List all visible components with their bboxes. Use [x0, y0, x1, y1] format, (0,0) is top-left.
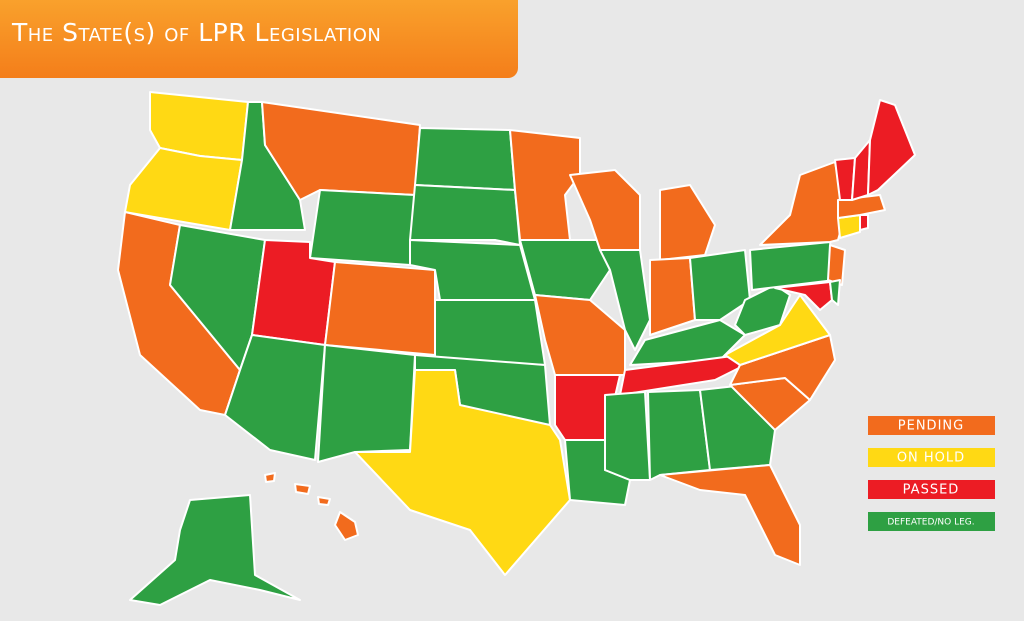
state — [724, 294, 831, 366]
map-title: The State(s) of LPR Legislation — [12, 18, 382, 47]
state — [409, 184, 521, 246]
state — [324, 261, 436, 356]
state — [649, 257, 696, 336]
state — [629, 319, 746, 366]
state — [859, 214, 869, 231]
state — [689, 249, 751, 321]
state — [334, 511, 359, 541]
legend: PENDING ON HOLD PASSED DEFEATED/NO LEG. — [868, 416, 995, 531]
state — [317, 496, 331, 506]
state — [619, 354, 746, 396]
state — [659, 464, 801, 566]
legend-label: DEFEATED/NO LEG. — [887, 518, 974, 528]
state — [509, 129, 581, 241]
state — [317, 344, 416, 463]
legend-swatch — [868, 512, 995, 531]
legend-label: PASSED — [903, 483, 960, 498]
state — [827, 244, 846, 286]
legend-label: PENDING — [898, 419, 964, 434]
legend-swatch — [868, 448, 995, 467]
state — [659, 184, 716, 261]
state — [294, 483, 311, 495]
state — [129, 494, 301, 606]
state — [604, 391, 651, 481]
state — [414, 127, 516, 191]
legend-swatch — [868, 480, 995, 499]
state — [759, 161, 846, 246]
state — [774, 281, 833, 311]
state — [867, 99, 916, 196]
title-banner: The State(s) of LPR Legislation — [0, 0, 518, 78]
state — [599, 249, 651, 351]
state — [829, 279, 841, 306]
state — [309, 189, 416, 266]
legend-swatch — [868, 416, 995, 435]
state — [264, 472, 276, 483]
state — [569, 169, 641, 251]
us-map — [117, 91, 916, 606]
state — [354, 369, 571, 576]
state — [434, 299, 546, 366]
legend-label: ON HOLD — [897, 451, 965, 466]
state — [519, 239, 611, 301]
state — [534, 294, 626, 376]
